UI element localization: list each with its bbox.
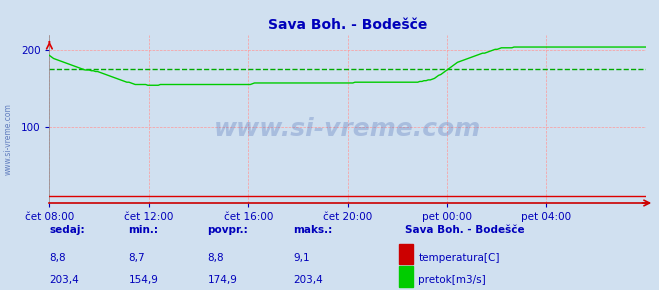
Title: Sava Boh. - Bodešče: Sava Boh. - Bodešče (268, 18, 427, 32)
Text: 203,4: 203,4 (49, 275, 79, 285)
Text: temperatura[C]: temperatura[C] (418, 253, 500, 263)
Text: 9,1: 9,1 (293, 253, 310, 263)
Text: min.:: min.: (129, 225, 159, 235)
Text: www.si-vreme.com: www.si-vreme.com (214, 117, 481, 141)
Text: 8,7: 8,7 (129, 253, 145, 263)
Text: 8,8: 8,8 (49, 253, 66, 263)
Text: Sava Boh. - Bodešče: Sava Boh. - Bodešče (405, 225, 525, 235)
Text: 8,8: 8,8 (208, 253, 224, 263)
Text: povpr.:: povpr.: (208, 225, 248, 235)
Text: www.si-vreme.com: www.si-vreme.com (3, 103, 13, 175)
Text: 154,9: 154,9 (129, 275, 158, 285)
Text: maks.:: maks.: (293, 225, 333, 235)
Text: pretok[m3/s]: pretok[m3/s] (418, 275, 486, 285)
Text: 203,4: 203,4 (293, 275, 323, 285)
Text: sedaj:: sedaj: (49, 225, 85, 235)
Text: 174,9: 174,9 (208, 275, 237, 285)
